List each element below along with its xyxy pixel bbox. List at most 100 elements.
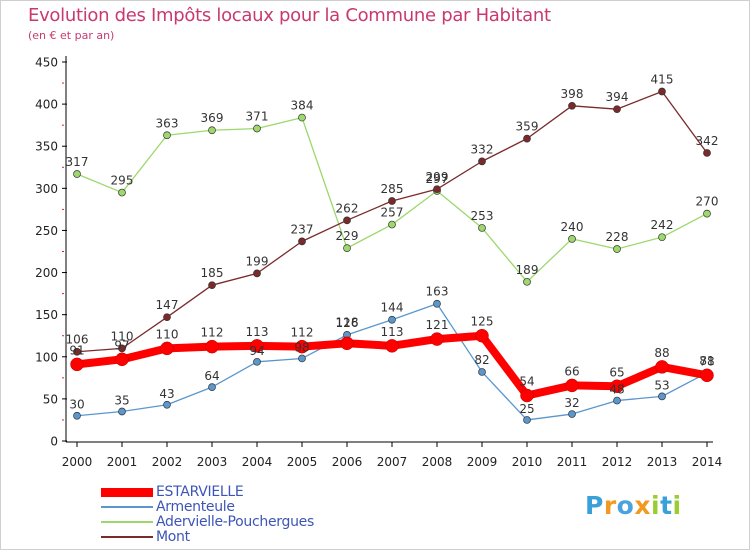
data-label: 415 bbox=[651, 72, 674, 86]
y-tick-label: 0 bbox=[50, 435, 58, 449]
data-label: 64 bbox=[204, 369, 219, 383]
x-tick-label: 2014 bbox=[692, 455, 723, 469]
data-point bbox=[298, 237, 306, 246]
data-label: 240 bbox=[561, 220, 584, 234]
data-point bbox=[208, 281, 216, 290]
data-label: 126 bbox=[336, 316, 359, 330]
data-point bbox=[565, 378, 579, 393]
data-point bbox=[610, 379, 624, 394]
data-point bbox=[118, 407, 126, 416]
x-tick-label: 2008 bbox=[422, 455, 453, 469]
data-label: 237 bbox=[291, 222, 314, 236]
data-label: 398 bbox=[561, 87, 584, 101]
x-tick-label: 2001 bbox=[107, 455, 138, 469]
data-point bbox=[250, 339, 264, 353]
data-label: 35 bbox=[114, 394, 129, 408]
data-point bbox=[73, 170, 81, 178]
data-label: 54 bbox=[519, 375, 534, 389]
data-point bbox=[478, 368, 486, 376]
data-label: 270 bbox=[696, 195, 719, 209]
y-tick-label: 450 bbox=[35, 56, 58, 70]
data-point bbox=[298, 113, 306, 122]
data-label: 394 bbox=[606, 90, 629, 104]
data-label: 88 bbox=[654, 346, 669, 360]
data-point bbox=[253, 357, 261, 366]
x-tick-label: 2007 bbox=[377, 455, 408, 469]
data-point bbox=[340, 336, 354, 351]
data-label: 66 bbox=[564, 364, 579, 378]
data-label: 53 bbox=[654, 378, 669, 392]
legend-swatch-adervielle-pouchergues bbox=[101, 521, 153, 523]
data-point bbox=[568, 235, 576, 243]
data-label: 163 bbox=[426, 285, 449, 299]
x-tick-label: 2012 bbox=[602, 455, 633, 469]
x-tick-label: 2004 bbox=[242, 455, 273, 469]
data-label: 295 bbox=[111, 174, 134, 188]
data-label: 106 bbox=[66, 333, 89, 347]
data-label: 110 bbox=[111, 329, 134, 343]
data-label: 125 bbox=[471, 315, 494, 329]
x-tick-label: 2003 bbox=[197, 455, 228, 469]
data-point bbox=[388, 220, 396, 229]
y-tick-label: 50 bbox=[43, 392, 58, 406]
logo-letter: P bbox=[585, 491, 604, 520]
data-point bbox=[295, 339, 309, 354]
data-point bbox=[253, 124, 261, 133]
logo-letter: o bbox=[616, 491, 635, 520]
data-point bbox=[658, 87, 666, 96]
data-label: 147 bbox=[156, 298, 179, 312]
data-point bbox=[478, 157, 486, 166]
data-point bbox=[523, 277, 531, 286]
data-point bbox=[478, 224, 486, 232]
data-label: 98 bbox=[294, 340, 309, 354]
data-label: 112 bbox=[291, 326, 314, 340]
legend-label: Mont bbox=[156, 529, 190, 545]
data-point bbox=[433, 299, 441, 308]
logo-letter: r bbox=[603, 491, 617, 520]
data-point bbox=[658, 233, 666, 242]
data-label: 257 bbox=[381, 206, 404, 220]
data-label: 144 bbox=[381, 301, 404, 315]
data-point bbox=[433, 185, 441, 194]
data-point bbox=[208, 383, 216, 391]
data-label: 78 bbox=[699, 354, 714, 368]
y-tick-label: 300 bbox=[35, 182, 58, 196]
data-label: 297 bbox=[426, 172, 449, 186]
legend-label: Adervielle-Pouchergues bbox=[156, 514, 314, 530]
x-tick-label: 2006 bbox=[332, 455, 363, 469]
data-point bbox=[655, 360, 669, 374]
data-label: 228 bbox=[606, 230, 629, 244]
legend-swatch-armenteule bbox=[101, 506, 153, 508]
y-tick-label: 100 bbox=[35, 350, 58, 364]
x-tick-label: 2011 bbox=[557, 455, 588, 469]
y-tick-label: 200 bbox=[35, 266, 58, 280]
x-tick-label: 2000 bbox=[62, 455, 93, 469]
data-label: 25 bbox=[519, 402, 534, 416]
data-point bbox=[70, 357, 84, 372]
data-label: 81 bbox=[699, 354, 714, 368]
data-point bbox=[613, 245, 621, 253]
data-point bbox=[73, 411, 81, 420]
data-label: 242 bbox=[651, 218, 674, 232]
data-label: 65 bbox=[609, 365, 624, 379]
data-label: 229 bbox=[336, 229, 359, 243]
data-label: 185 bbox=[201, 266, 224, 280]
data-label: 43 bbox=[159, 387, 174, 401]
logo-letter: x bbox=[634, 491, 651, 520]
data-label: 30 bbox=[69, 398, 84, 412]
legend-label: ESTARVIELLE bbox=[156, 484, 244, 500]
data-point bbox=[343, 216, 351, 225]
data-label: 48 bbox=[609, 383, 624, 397]
data-label: 91 bbox=[69, 343, 84, 357]
x-tick-label: 2009 bbox=[467, 455, 498, 469]
data-point bbox=[568, 101, 576, 110]
data-point bbox=[430, 332, 444, 346]
data-label: 110 bbox=[156, 327, 179, 341]
data-point bbox=[613, 396, 621, 405]
data-label: 94 bbox=[249, 344, 264, 358]
data-point bbox=[703, 209, 711, 218]
data-label: 342 bbox=[696, 134, 719, 148]
data-point bbox=[520, 388, 534, 403]
